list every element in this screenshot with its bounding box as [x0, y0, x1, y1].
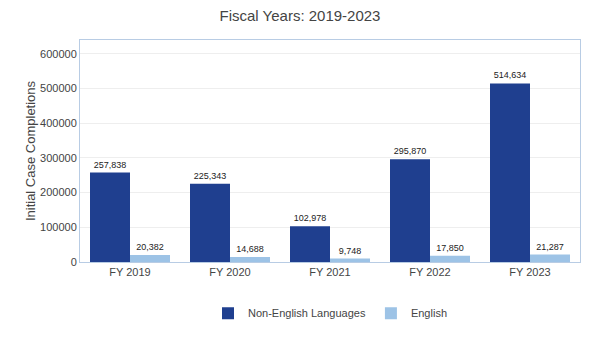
svg-text:20,382: 20,382 — [136, 242, 164, 252]
svg-text:400000: 400000 — [40, 117, 77, 129]
svg-text:21,287: 21,287 — [536, 242, 564, 252]
svg-text:257,838: 257,838 — [94, 160, 127, 170]
svg-text:295,870: 295,870 — [394, 146, 427, 156]
svg-text:102,978: 102,978 — [294, 213, 327, 223]
svg-text:Fiscal Years: 2019-2023: Fiscal Years: 2019-2023 — [220, 7, 381, 24]
svg-text:0: 0 — [71, 256, 77, 268]
svg-text:200000: 200000 — [40, 186, 77, 198]
svg-text:600000: 600000 — [40, 48, 77, 60]
svg-text:300000: 300000 — [40, 152, 77, 164]
svg-text:9,748: 9,748 — [339, 246, 362, 256]
svg-text:Initial Case Completions: Initial Case Completions — [23, 80, 38, 221]
svg-text:FY 2022: FY 2022 — [409, 266, 450, 278]
svg-text:225,343: 225,343 — [194, 171, 227, 181]
svg-text:FY 2021: FY 2021 — [309, 266, 350, 278]
svg-text:FY 2019: FY 2019 — [109, 266, 150, 278]
svg-text:FY 2020: FY 2020 — [209, 266, 250, 278]
svg-text:FY 2023: FY 2023 — [509, 266, 550, 278]
svg-text:500000: 500000 — [40, 82, 77, 94]
svg-text:English: English — [411, 307, 447, 319]
svg-text:17,850: 17,850 — [436, 243, 464, 253]
svg-text:Non-English Languages: Non-English Languages — [248, 307, 366, 319]
svg-text:514,634: 514,634 — [494, 70, 527, 80]
svg-text:100000: 100000 — [40, 221, 77, 233]
svg-text:14,688: 14,688 — [236, 244, 264, 254]
